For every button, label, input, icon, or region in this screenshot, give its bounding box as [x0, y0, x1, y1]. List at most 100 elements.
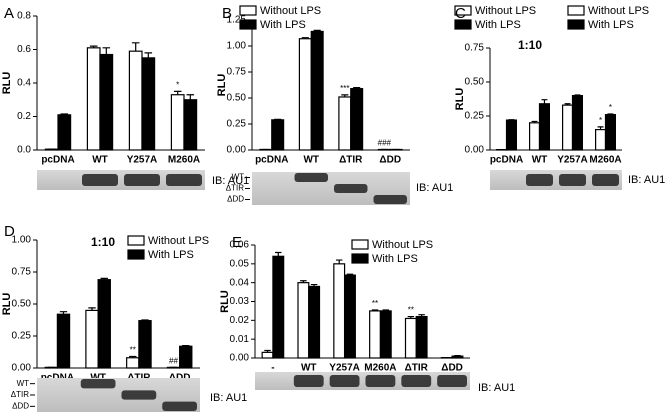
- x-tick-label: ΔDD: [441, 363, 463, 374]
- y-tick-label: 1.00: [227, 41, 247, 52]
- y-tick-label: 0.05: [230, 258, 250, 269]
- x-tick-label: WT: [303, 155, 319, 166]
- y-tick-label: 0.00: [227, 145, 247, 156]
- bar: [594, 129, 607, 151]
- bar: [343, 274, 356, 359]
- bar: [451, 355, 464, 359]
- legend-label: Without LPS: [588, 5, 649, 17]
- x-tick-label: M260A: [168, 155, 200, 166]
- band-label: ΔDD: [227, 195, 244, 204]
- bar: [333, 263, 346, 359]
- x-tick-label: WT: [532, 155, 548, 166]
- y-axis-label: RLU: [454, 88, 466, 111]
- y-tick-label: 0.6: [17, 44, 31, 55]
- y-tick-label: 0.06: [230, 240, 250, 251]
- error-bar: [144, 52, 153, 58]
- panel-letter: B: [222, 5, 232, 22]
- significance-mark: ***: [340, 84, 349, 93]
- x-tick-label: ΔDD: [379, 155, 401, 166]
- legend-label: Without LPS: [260, 5, 321, 17]
- error-bar: [564, 103, 571, 106]
- legend-label: Without LPS: [372, 239, 433, 251]
- y-axis-label: RLU: [1, 72, 13, 95]
- y-tick-label: 1.00: [12, 235, 32, 246]
- error-bar: [310, 283, 318, 287]
- band-label: WT: [232, 173, 245, 182]
- band-label: ΔTIR: [226, 184, 244, 193]
- bar: [138, 320, 152, 369]
- y-tick-label: 0.75: [227, 67, 247, 78]
- x-tick-label: -: [271, 363, 274, 374]
- y-tick-label: 0.00: [12, 363, 32, 374]
- bar: [369, 310, 382, 359]
- bar: [261, 351, 274, 359]
- blot-label: IB: AU1: [478, 382, 515, 394]
- blot-band: [592, 174, 619, 186]
- bar: [86, 47, 101, 151]
- significance-mark: **: [408, 306, 414, 315]
- x-tick-label: ΔTIR: [405, 363, 429, 374]
- y-axis-label: RLU: [1, 293, 13, 316]
- x-tick-label: WT: [301, 363, 317, 374]
- error-bar: [301, 37, 309, 39]
- western-blot: [490, 170, 622, 190]
- bar: [571, 94, 583, 151]
- bar: [57, 114, 72, 151]
- blot-band: [80, 379, 116, 389]
- error-bar: [173, 90, 182, 95]
- x-tick-label: Y257A: [557, 155, 588, 166]
- legend-swatch: [567, 5, 585, 16]
- legend-swatch: [127, 249, 145, 260]
- bar: [141, 57, 156, 151]
- y-tick-label: 0.25: [227, 119, 247, 130]
- western-blot: [37, 170, 205, 190]
- bar: [379, 310, 392, 359]
- bar: [183, 99, 198, 151]
- blot-band: [365, 375, 396, 387]
- x-tick-label: ΔTIR: [339, 155, 363, 166]
- error-bar: [531, 120, 538, 123]
- y-tick-label: 0.50: [227, 93, 247, 104]
- bar: [308, 285, 321, 359]
- x-tick-label: Y257A: [329, 363, 360, 374]
- y-tick-label: 0.01: [230, 334, 250, 345]
- error-bar: [597, 126, 604, 130]
- bar: [272, 255, 285, 359]
- y-tick-label: 0.00: [465, 145, 485, 156]
- significance-mark: *: [599, 116, 602, 125]
- error-bar: [264, 349, 271, 353]
- legend-swatch: [454, 5, 472, 16]
- bar: [170, 94, 185, 151]
- error-bar: [353, 87, 361, 89]
- legend-label: With LPS: [475, 19, 521, 31]
- error-bar: [454, 354, 461, 357]
- bar: [338, 96, 352, 151]
- error-bar: [607, 113, 614, 115]
- error-bar: [129, 355, 137, 358]
- blot-band: [526, 174, 553, 186]
- significance-mark: **: [130, 346, 136, 355]
- bar: [404, 317, 417, 359]
- error-bar: [274, 118, 282, 120]
- band-label: ΔDD: [12, 401, 29, 410]
- error-bar: [59, 311, 68, 315]
- significance-mark: ##: [169, 356, 178, 365]
- error-bar: [141, 319, 149, 321]
- y-tick-label: 0.00: [230, 353, 250, 364]
- error-bar: [382, 309, 390, 311]
- error-bar: [60, 113, 69, 115]
- blot-band: [124, 174, 160, 186]
- error-bar: [131, 42, 140, 52]
- subtitle: 1:10: [91, 235, 115, 249]
- bar: [415, 315, 428, 359]
- blot-label: IB: AU1: [416, 182, 453, 194]
- blot-band: [329, 375, 360, 387]
- blot-band: [559, 174, 586, 186]
- bar: [604, 114, 616, 151]
- error-bar: [341, 94, 349, 97]
- panel-letter: E: [232, 234, 242, 251]
- error-bar: [541, 99, 548, 104]
- bar: [128, 50, 143, 151]
- y-tick-label: 0.8: [17, 11, 31, 22]
